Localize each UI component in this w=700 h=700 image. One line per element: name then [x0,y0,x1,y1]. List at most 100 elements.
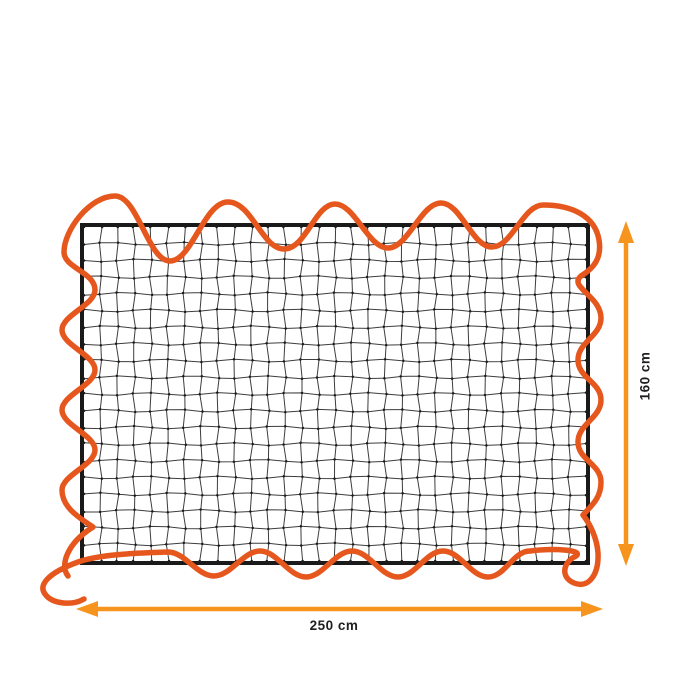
mesh-knot [165,293,169,297]
mesh-knot [165,491,168,495]
mesh-knot [516,358,520,361]
mesh-knot [433,494,437,497]
mesh-knot [366,327,370,330]
mesh-knot [383,274,386,277]
mesh-knot [567,341,570,344]
mesh-knot [249,408,253,411]
mesh-knot [201,493,204,497]
mesh-knot [182,374,185,378]
mesh-knot [267,444,270,447]
mesh-knot [584,544,588,547]
mesh-knot [251,358,254,362]
mesh-knot [268,409,271,412]
mesh-knot [550,559,554,563]
mesh-knot [332,509,335,512]
mesh-knot [483,291,487,294]
mesh-knot [232,492,235,495]
mesh-knot [98,324,102,328]
mesh-knot [249,343,253,347]
mesh-knot [516,493,520,496]
mesh-knot [134,375,137,379]
mesh-knot [349,475,352,479]
mesh-knot [517,243,520,247]
mesh-knot [467,343,470,347]
mesh-knot [181,291,185,295]
mesh-knot [265,476,269,480]
mesh-knot [401,394,404,397]
mesh-knot [99,274,103,278]
mesh-knot [150,342,154,345]
mesh-knot [234,308,237,311]
mesh-knot [384,525,388,528]
mesh-knot [349,392,352,395]
mesh-knot [100,559,103,563]
mesh-knot [266,291,269,294]
mesh-knot [318,477,321,480]
mesh-knot [116,241,120,244]
mesh-knot [82,243,86,246]
mesh-knot [117,408,120,412]
mesh-knot [250,559,253,563]
mesh-knot [184,275,187,279]
mesh-knot [250,491,253,495]
mesh-knot [82,441,86,444]
mesh-knot [483,259,486,262]
mesh-knot [484,541,488,545]
mesh-knot [299,544,303,547]
mesh-knot [251,442,254,446]
mesh-knot [282,225,285,229]
mesh-knot [232,242,235,246]
mesh-knot [451,225,454,229]
mesh-knot [131,559,135,563]
mesh-knot [132,424,136,428]
mesh-knot [299,524,303,528]
mesh-knot [301,426,305,430]
mesh-knot [435,292,439,296]
mesh-knot [98,510,102,514]
mesh-knot [217,376,221,380]
mesh-knot [132,277,136,280]
mesh-knot [82,377,86,380]
mesh-knot [332,342,335,346]
mesh-knot [183,310,187,314]
mesh-knot [434,410,437,414]
mesh-knot [200,458,204,462]
arrowhead-right-icon [581,601,603,617]
mesh-knot [351,291,354,295]
mesh-knot [216,410,219,414]
mesh-knot [385,260,388,263]
mesh-knot [349,341,353,344]
mesh-knot [534,427,538,431]
mesh-knot [400,324,404,328]
mesh-knot [234,476,238,479]
mesh-knot [450,377,454,380]
mesh-knot [533,376,536,380]
mesh-knot [82,544,86,547]
mesh-knot [317,274,320,278]
mesh-knot [433,474,437,478]
mesh-knot [116,527,120,531]
mesh-knot [367,544,371,547]
mesh-knot [114,508,118,512]
mesh-knot [450,358,453,361]
mesh-knot [434,243,438,247]
mesh-knot [201,326,204,329]
mesh-knot [519,342,522,346]
mesh-knot [466,458,469,462]
mesh-knot [301,342,305,346]
mesh-knot [450,441,453,444]
mesh-knot [265,425,269,428]
mesh-knot [150,460,153,464]
width-dimension-label: 250 cm [310,618,359,633]
mesh-knot [468,526,472,529]
mesh-knot [250,477,254,481]
mesh-knot [200,360,203,364]
mesh-knot [114,259,118,262]
mesh-knot [316,408,319,411]
mesh-knot [450,460,453,464]
mesh-knot [549,426,553,429]
mesh-knot [367,474,370,478]
mesh-knot [584,307,588,311]
mesh-knot [401,225,405,229]
mesh-knot [183,324,186,328]
